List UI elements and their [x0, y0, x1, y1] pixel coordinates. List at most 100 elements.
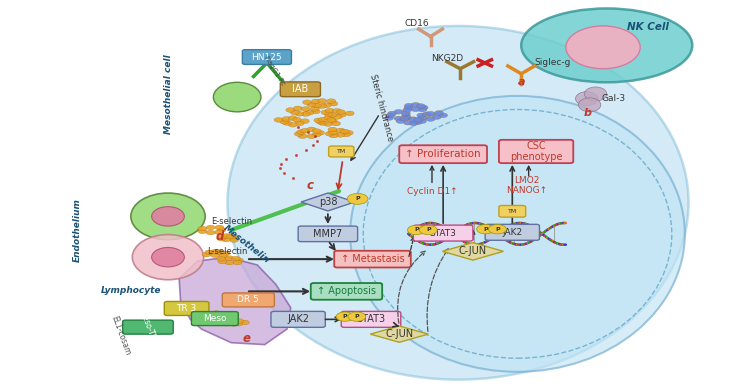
Circle shape: [282, 121, 291, 125]
Circle shape: [208, 314, 217, 319]
Circle shape: [321, 110, 330, 115]
Circle shape: [229, 238, 238, 243]
Ellipse shape: [152, 207, 184, 226]
Circle shape: [230, 236, 239, 240]
Circle shape: [312, 132, 321, 137]
Circle shape: [217, 257, 226, 261]
Text: CD16: CD16: [405, 19, 429, 28]
Circle shape: [305, 110, 314, 115]
Circle shape: [212, 314, 221, 319]
Circle shape: [234, 321, 243, 326]
Text: MMP7: MMP7: [313, 229, 343, 239]
FancyBboxPatch shape: [280, 82, 320, 97]
Circle shape: [418, 107, 427, 112]
Circle shape: [318, 121, 327, 125]
Text: P: P: [343, 314, 347, 319]
Text: Steric hindrance: Steric hindrance: [368, 73, 395, 142]
Circle shape: [333, 115, 342, 119]
Text: c: c: [306, 179, 314, 192]
Circle shape: [217, 228, 226, 232]
Circle shape: [312, 103, 321, 108]
Circle shape: [386, 113, 395, 118]
Circle shape: [422, 112, 431, 117]
Circle shape: [206, 230, 215, 235]
Circle shape: [394, 110, 403, 114]
Circle shape: [221, 251, 230, 255]
Circle shape: [326, 131, 335, 136]
Circle shape: [419, 225, 437, 235]
Text: e: e: [242, 332, 250, 345]
Circle shape: [288, 116, 297, 121]
Ellipse shape: [522, 9, 692, 82]
Text: NK Cell: NK Cell: [627, 22, 669, 32]
Text: a: a: [518, 76, 525, 87]
Ellipse shape: [578, 98, 600, 112]
Circle shape: [295, 112, 304, 116]
Circle shape: [477, 225, 495, 234]
Circle shape: [396, 119, 405, 124]
Text: ↑ Apoptosis: ↑ Apoptosis: [317, 286, 376, 296]
FancyBboxPatch shape: [311, 283, 382, 300]
Circle shape: [291, 110, 299, 115]
Circle shape: [327, 118, 336, 122]
Circle shape: [419, 105, 428, 110]
Circle shape: [347, 193, 368, 204]
Circle shape: [394, 116, 403, 121]
Circle shape: [311, 99, 320, 104]
Circle shape: [411, 103, 420, 107]
Text: STAT3: STAT3: [430, 229, 457, 238]
Text: HN125: HN125: [252, 53, 282, 62]
Circle shape: [235, 319, 244, 323]
Ellipse shape: [133, 235, 203, 280]
Polygon shape: [370, 326, 428, 342]
Text: Meso-TR3: Meso-TR3: [137, 308, 159, 346]
Text: Lymphocyte: Lymphocyte: [101, 286, 161, 295]
Circle shape: [302, 100, 311, 105]
Circle shape: [328, 113, 337, 117]
Circle shape: [301, 106, 310, 111]
Text: Mesothelin: Mesothelin: [221, 224, 271, 266]
Circle shape: [286, 108, 295, 112]
Ellipse shape: [575, 92, 597, 106]
FancyBboxPatch shape: [341, 311, 401, 327]
Circle shape: [294, 131, 303, 136]
Circle shape: [233, 260, 242, 265]
Text: L-selectin: L-selectin: [207, 247, 248, 256]
Ellipse shape: [566, 26, 640, 69]
Circle shape: [404, 105, 413, 110]
Text: DR 5: DR 5: [238, 296, 259, 305]
Circle shape: [221, 316, 229, 320]
Circle shape: [311, 109, 320, 114]
Ellipse shape: [584, 87, 606, 101]
Circle shape: [405, 103, 413, 108]
FancyBboxPatch shape: [335, 251, 410, 268]
Circle shape: [316, 131, 325, 135]
Circle shape: [337, 110, 346, 114]
Text: Meso: Meso: [203, 314, 226, 323]
Circle shape: [229, 318, 238, 323]
Circle shape: [312, 129, 321, 133]
Circle shape: [413, 117, 422, 122]
Circle shape: [212, 311, 221, 316]
Circle shape: [217, 236, 226, 241]
Text: ↑ Metastasis: ↑ Metastasis: [340, 254, 405, 264]
Circle shape: [211, 249, 220, 254]
Circle shape: [402, 113, 410, 118]
Ellipse shape: [227, 26, 688, 379]
Text: JAK2: JAK2: [287, 314, 309, 324]
Ellipse shape: [152, 248, 184, 267]
Circle shape: [336, 133, 345, 137]
Circle shape: [329, 133, 338, 138]
Circle shape: [342, 132, 351, 137]
Circle shape: [329, 130, 337, 135]
FancyBboxPatch shape: [222, 293, 274, 307]
Circle shape: [432, 115, 441, 119]
Text: d: d: [216, 230, 224, 243]
Circle shape: [434, 111, 443, 115]
Circle shape: [219, 254, 228, 258]
Circle shape: [411, 107, 420, 112]
Circle shape: [316, 119, 325, 124]
Circle shape: [221, 234, 230, 238]
Circle shape: [336, 312, 354, 321]
Circle shape: [294, 106, 302, 111]
